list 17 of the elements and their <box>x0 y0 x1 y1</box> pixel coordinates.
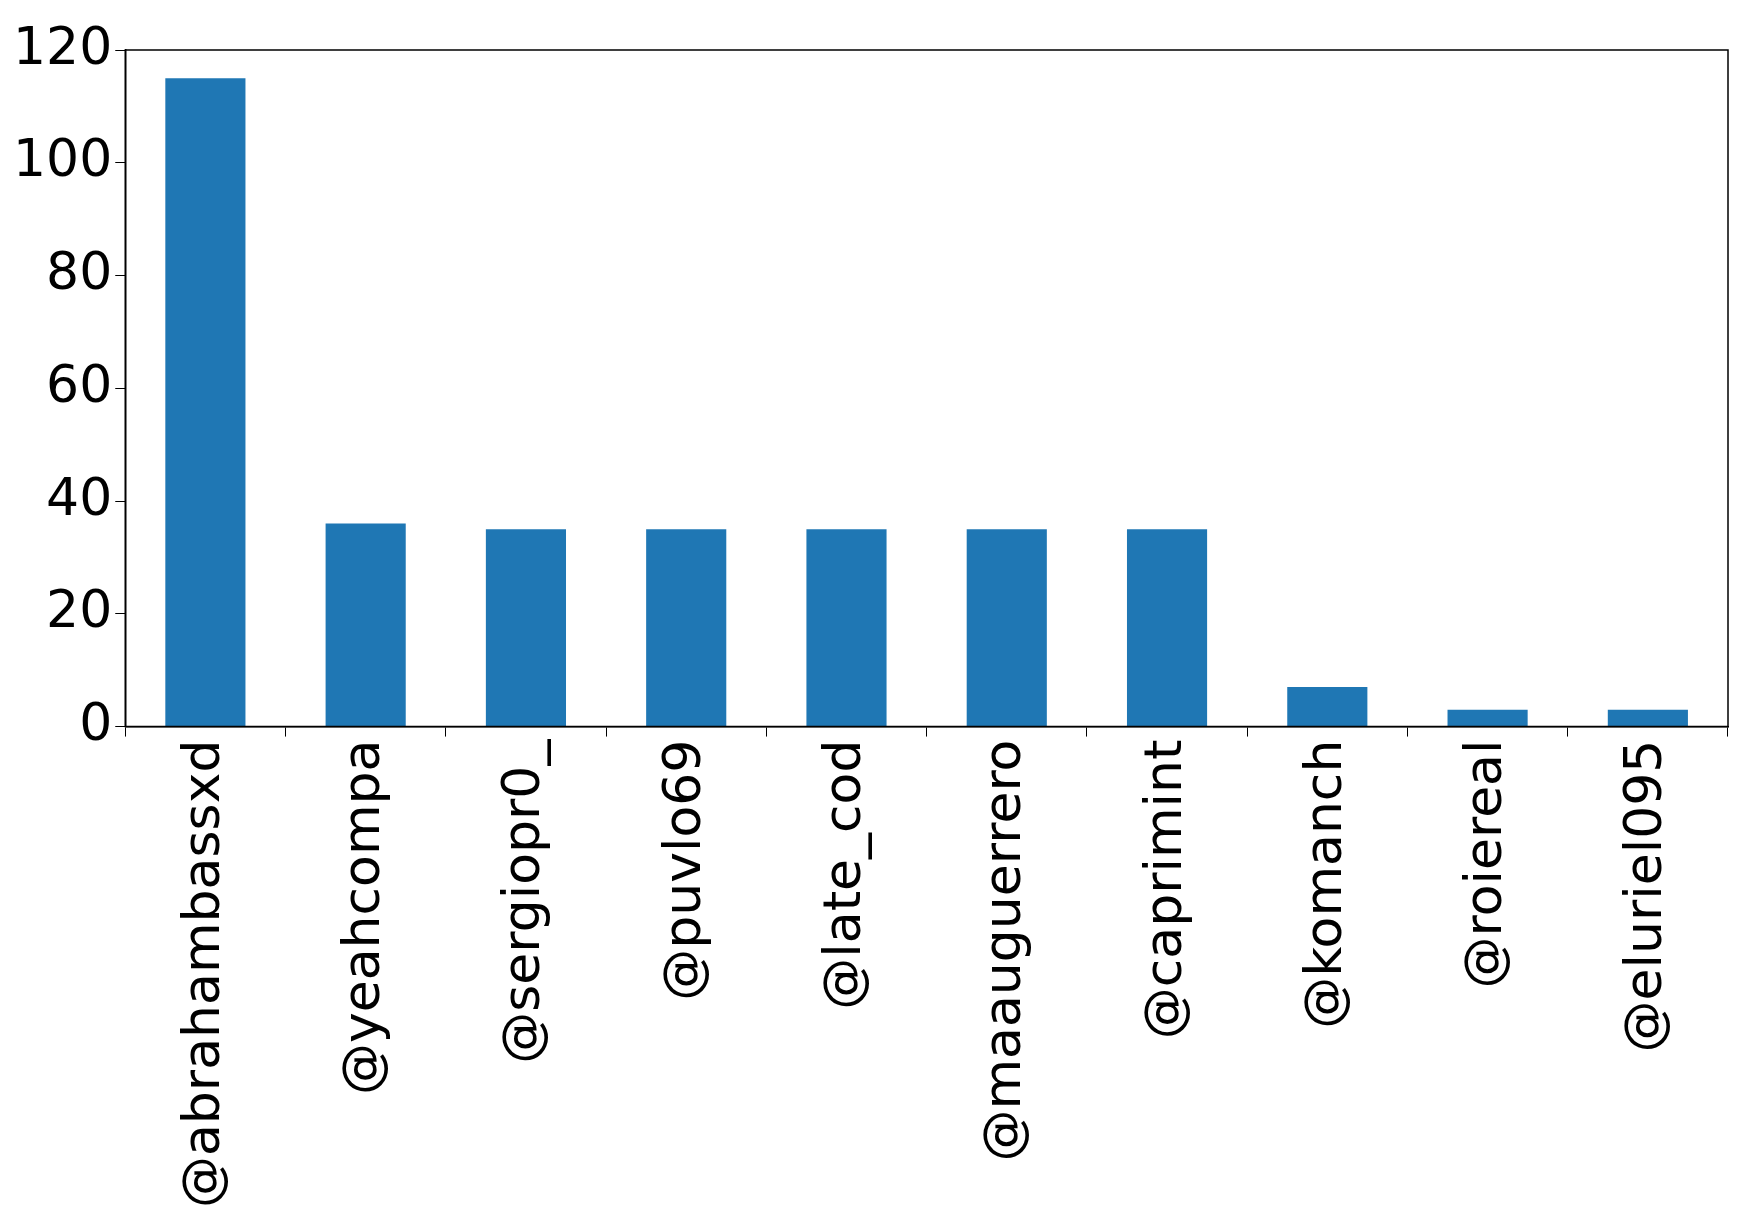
y-tick-label: 0 <box>79 692 113 753</box>
x-tick-label: @roiereal <box>1453 739 1514 989</box>
x-tick-label: @puvlo69 <box>651 739 712 1001</box>
x-tick-label: @abrahambassxd <box>170 739 231 1209</box>
y-tick-label: 120 <box>12 15 113 76</box>
y-tick-label: 20 <box>46 579 113 640</box>
x-tick-label: @eluriel095 <box>1613 739 1674 1053</box>
x-tick-label: @yeahcompa <box>331 739 392 1096</box>
x-tick-label: @late_cod <box>812 739 872 1010</box>
y-tick-label: 40 <box>46 466 113 527</box>
y-tick-label: 100 <box>12 128 113 189</box>
y-tick-label: 60 <box>46 353 113 414</box>
x-tick-label: @sergiopr0_ <box>491 738 552 1064</box>
x-tick-label: @komanch <box>1292 739 1353 1029</box>
x-tick-label: @maauguerrero <box>972 739 1033 1162</box>
y-tick-label: 80 <box>46 241 113 302</box>
x-tick-label: @caprimint <box>1132 739 1193 1040</box>
